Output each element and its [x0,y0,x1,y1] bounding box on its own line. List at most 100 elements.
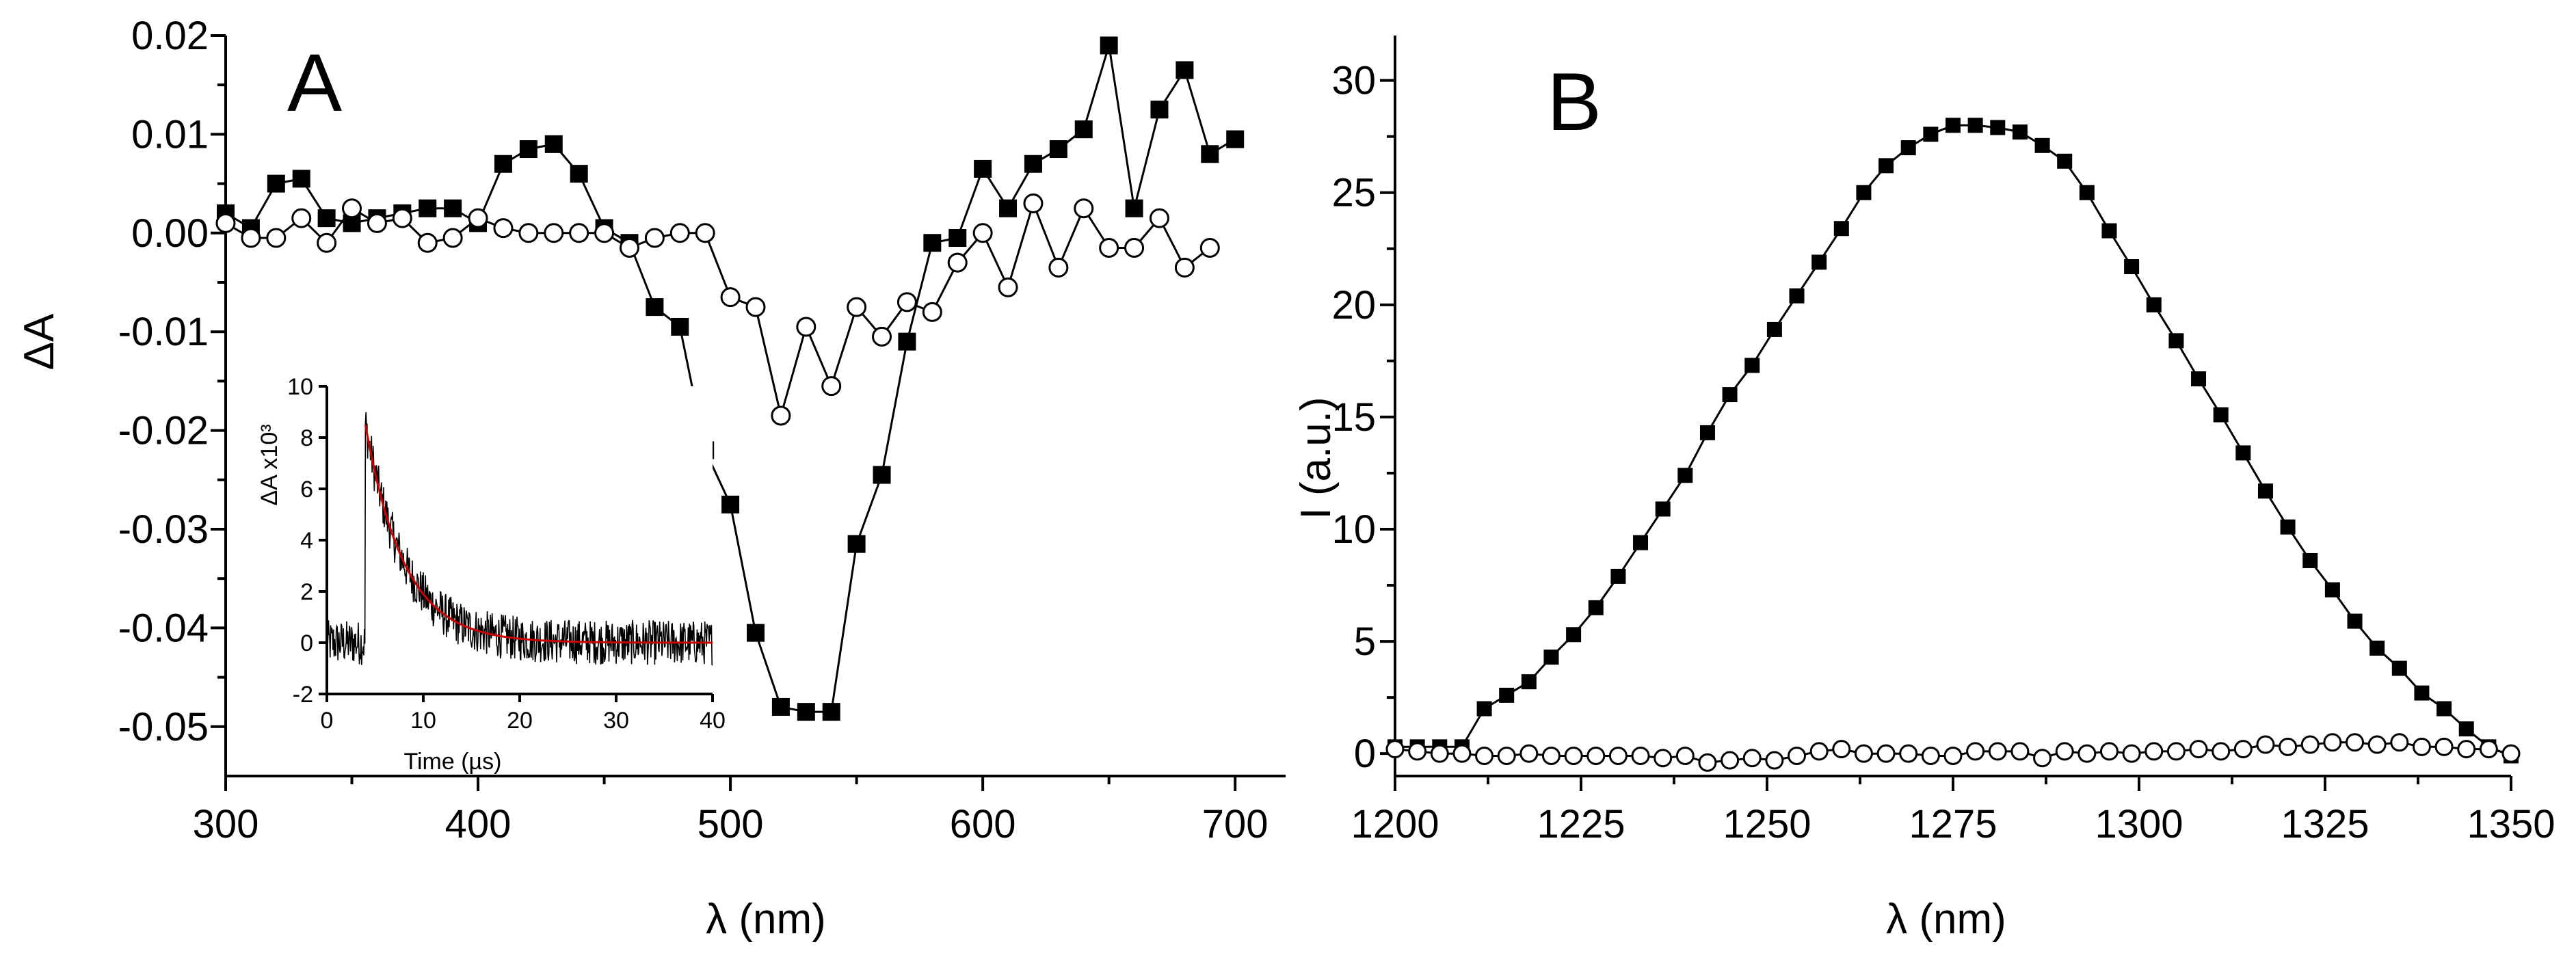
panel-b-square-marker [1766,321,1782,337]
panel-b-square-marker [2347,613,2363,629]
panel-b-circle-marker [2412,737,2431,756]
panel-b-y-tick-label: 30 [1331,59,1376,103]
panel-b-square-marker [2324,582,2340,598]
panel-a-square-marker [444,199,462,217]
panel-a-circle-marker [342,198,362,219]
panel-b-circle-marker [1519,744,1539,763]
panel-a-circle-marker [1149,208,1169,228]
panel-a-square-marker [771,697,790,716]
panel-b-x-tick-label: 1300 [2095,802,2183,846]
panel-a-inset: ΔA x10³ Time (µs) 0 10 20 30 40 -2 0 2 4 6 8 10 [256,374,726,775]
panel-b-circle-marker [1408,742,1427,761]
panel-a-square-marker [419,199,437,217]
panel-b-circle-marker [2279,737,2298,756]
panel-b-y-tick-label: 25 [1331,171,1376,215]
panel-b-square-marker [2436,701,2452,717]
panel-a-circle-marker [998,277,1018,297]
panel-a-circle-marker [1023,193,1044,213]
panel-b-square-marker [1722,387,1738,403]
panel-b-circle-marker [2457,740,2476,759]
panel-b-square-marker [1833,221,1849,237]
panel-b-circle-marker [2077,744,2097,763]
panel-b-circle-marker [2300,735,2320,754]
panel-b-circle-marker [2099,742,2119,761]
panel-a-square-marker [671,317,689,336]
panel-b-circle-marker [1586,746,1606,765]
panel-b-circle-marker [2390,733,2409,752]
panel-b-square-marker [1811,254,1827,270]
panel-b-square-marker [2079,185,2095,200]
panel-a-circle-marker [392,208,412,228]
panel-a-y-tick-label: -0.01 [118,310,209,354]
panel-b-square-marker [1744,358,1760,373]
panel-b-x-tick-label: 1200 [1351,802,1439,846]
panel-b-square-marker [1699,425,1715,440]
panel-b-square-marker [2057,153,2073,169]
panel-a-square-marker [292,170,310,188]
panel-a-circle-marker [821,376,842,397]
panel-a-square-marker [847,535,866,553]
panel-b-circle-marker [2166,742,2186,761]
inset-x-label: Time (µs) [404,749,502,775]
panel-a-square-marker [721,495,740,513]
panel-b-circle-marker [1564,746,1583,765]
panel-b-axes: 1200 1225 1250 1275 1300 1325 1350 0 5 10 15 20 25 30 [1331,36,2555,846]
panel-a-y-tick-label: 0.01 [131,112,209,157]
panel-a-circle-marker [1174,257,1195,278]
panel-a-square-marker [1049,140,1067,159]
inset-data [326,412,713,666]
panel-b-square-marker [1789,288,1805,304]
panel-b-circle-marker [1921,746,1940,765]
panel-b-y-tick-label: 20 [1331,283,1376,328]
panel-a-circle-marker [215,213,236,233]
panel-a-square-marker [747,624,765,642]
panel-b-circle-marker [2479,740,2498,759]
panel-a-square-marker [1150,101,1169,119]
panel-b-circle-marker [1876,744,1896,763]
panel-b-square-marker [2369,640,2385,656]
panel-a-circle-marker [947,252,968,273]
panel-b-x-tick-label: 1325 [2281,802,2369,846]
panel-a-square-marker [1176,61,1194,79]
panel-b-letter: B [1547,56,1602,148]
panel-a-x-label: λ (nm) [706,896,826,943]
panel-a-x-tick-label: 300 [193,802,259,846]
inset-y-tick-label: 0 [300,630,313,656]
panel-b-y-tick-label: 10 [1331,507,1376,552]
panel-b-square-marker [2302,552,2318,568]
panel-a-circle-marker [241,228,261,248]
panel-a-circle-marker [1048,257,1069,278]
panel-b-circle-marker [1966,742,1985,761]
panel-a-square-marker [822,703,840,721]
panel-a-square-marker [317,209,336,228]
panel-b: B λ (nm) I (a.u.) 1200 1225 1250 1275 1300 13… [1292,36,2555,943]
inset-fit-curve [364,425,713,644]
panel-b-square-marker [2012,124,2028,140]
panel-a-y-tick-label: -0.02 [118,409,209,453]
inset-y-tick-label: 2 [300,579,313,605]
panel-b-circle-marker [1832,740,1851,759]
panel-b-square-marker [2213,407,2229,423]
panel-a-circle-marker [720,287,741,308]
inset-y-tick-label: 4 [300,528,313,554]
panel-b-circle-marker [1788,746,1807,765]
panel-b-circle-marker [1608,746,1628,765]
panel-b-circle-marker [1899,744,1918,763]
panel-a-square-marker [974,159,992,178]
panel-a-square-marker [544,135,563,153]
panel-b-circle-marker [1631,746,1650,765]
panel-a-circle-marker [544,223,564,243]
panel-b-square-marker [2124,259,2140,275]
panel-b-circle-marker [1430,744,1449,763]
panel-b-square-marker [1521,674,1537,690]
panel-b-square-marker [1566,627,1582,643]
panel-b-circle-marker [2323,733,2342,752]
panel-b-circle-marker [1475,746,1494,765]
panel-b-square-marker [1967,118,1983,133]
panel-a-circle-marker [1124,237,1145,258]
panel-b-circle-marker [2055,742,2074,761]
panel-a-y-tick-label: -0.03 [118,507,209,552]
panel-a-square-marker [797,703,815,721]
panel-a-square-marker [948,229,967,248]
